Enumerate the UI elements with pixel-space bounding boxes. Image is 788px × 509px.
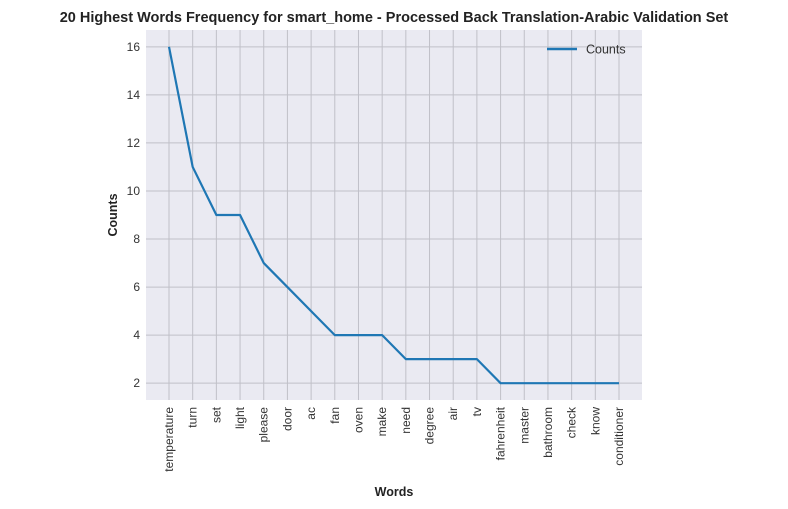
x-tick-label-conditioner: conditioner xyxy=(612,407,626,466)
y-tick-label-10: 10 xyxy=(127,184,141,198)
x-tick-label-tv: tv xyxy=(470,407,484,416)
y-tick-label-6: 6 xyxy=(133,280,140,294)
y-axis-label: Counts xyxy=(106,193,120,236)
x-tick-label-temperature: temperature xyxy=(162,407,176,472)
x-axis-ticks: temperature turn set light please door ac fan ov… xyxy=(162,406,626,472)
x-tick-label-door: door xyxy=(280,407,294,431)
x-tick-label-light: light xyxy=(233,406,247,429)
x-tick-label-air: air xyxy=(446,407,460,420)
x-tick-label-oven: oven xyxy=(351,407,365,433)
y-tick-label-16: 16 xyxy=(127,40,141,54)
y-tick-label-2: 2 xyxy=(133,376,140,390)
x-tick-label-check: check xyxy=(565,406,579,438)
x-tick-label-know: know xyxy=(588,407,602,435)
legend-label-counts: Counts xyxy=(586,43,626,57)
x-tick-label-fan: fan xyxy=(328,407,342,424)
x-tick-label-please: please xyxy=(257,407,271,443)
y-tick-label-4: 4 xyxy=(133,328,140,342)
x-tick-label-degree: degree xyxy=(423,407,437,445)
y-tick-label-8: 8 xyxy=(133,232,140,246)
x-tick-label-ac: ac xyxy=(304,407,318,420)
x-tick-label-fahrenheit: fahrenheit xyxy=(494,406,508,460)
x-tick-label-make: make xyxy=(375,407,389,437)
x-tick-label-turn: turn xyxy=(186,407,200,428)
y-axis-ticks: 2 4 6 8 10 12 14 16 xyxy=(127,40,141,390)
x-tick-label-set: set xyxy=(209,406,223,423)
y-tick-label-12: 12 xyxy=(127,136,141,150)
y-tick-label-14: 14 xyxy=(127,88,141,102)
x-tick-label-bathroom: bathroom xyxy=(541,407,555,458)
x-axis-label: Words xyxy=(375,485,414,499)
series-line-counts xyxy=(167,46,619,385)
legend: Counts xyxy=(547,43,626,57)
x-tick-label-master: master xyxy=(517,407,531,444)
chart-title: 20 Highest Words Frequency for smart_hom… xyxy=(60,10,729,26)
x-tick-label-need: need xyxy=(399,407,413,434)
